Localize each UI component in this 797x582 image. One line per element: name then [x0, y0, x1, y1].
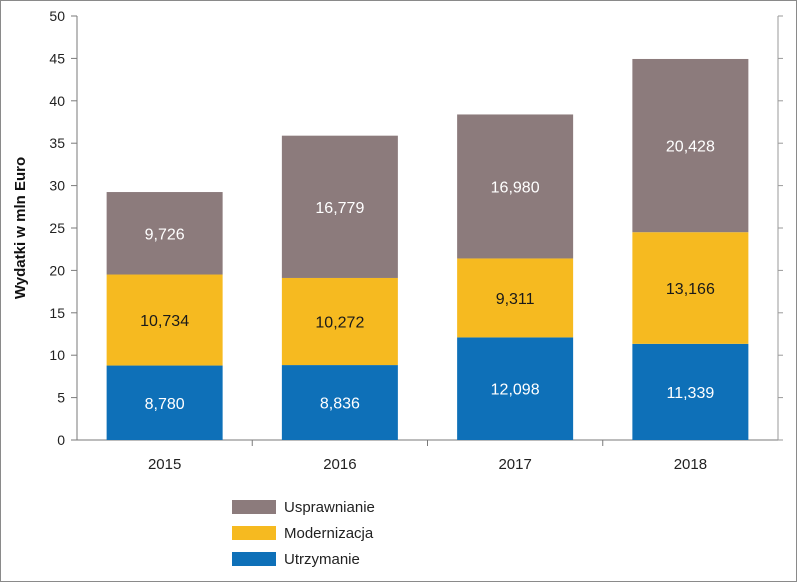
legend-label: Usprawnianie: [284, 498, 375, 516]
bar-segment-usprawnianie-2015: [106, 192, 223, 275]
data-label: 16,980: [491, 179, 540, 196]
y-tick-label: 45: [49, 50, 65, 66]
data-label: 12,098: [491, 382, 540, 399]
y-tick-label: 25: [49, 220, 65, 236]
y-tick-label: 5: [57, 390, 65, 406]
data-label: 10,734: [140, 313, 189, 330]
data-label: 9,311: [496, 291, 535, 308]
bar-segment-modernizacja-2016: [281, 277, 398, 366]
data-label: 13,166: [666, 281, 715, 298]
y-tick-label: 30: [49, 178, 65, 194]
x-tick-label: 2016: [323, 456, 356, 473]
y-axis-title: Wydatki w mln Euro: [12, 157, 29, 299]
legend-item-utrzymanie: Utrzymanie: [232, 546, 375, 572]
y-tick-label: 40: [49, 93, 65, 109]
data-label: 8,780: [145, 396, 185, 413]
legend: Usprawnianie Modernizacja Utrzymanie: [232, 494, 375, 572]
data-label: 8,836: [320, 396, 360, 413]
bar-segment-utrzymanie-2015: [106, 365, 223, 440]
bar-segment-utrzymanie-2016: [281, 365, 398, 440]
y-tick-label: 10: [49, 347, 65, 363]
data-label: 16,779: [315, 200, 364, 217]
bar-segment-usprawnianie-2016: [281, 135, 398, 278]
bar-segment-usprawnianie-2017: [457, 114, 574, 259]
x-tick-label: 2018: [674, 456, 707, 473]
legend-swatch: [232, 552, 276, 566]
legend-item-modernizacja: Modernizacja: [232, 520, 375, 546]
bar-segment-utrzymanie-2018: [632, 343, 749, 440]
legend-swatch: [232, 500, 276, 514]
data-label: 9,726: [145, 226, 185, 243]
bar-segment-modernizacja-2017: [457, 258, 574, 338]
y-tick-label: 15: [49, 305, 65, 321]
data-label: 11,339: [667, 385, 715, 402]
y-tick-label: 20: [49, 262, 65, 278]
legend-item-usprawnianie: Usprawnianie: [232, 494, 375, 520]
y-tick-label: 35: [49, 135, 65, 151]
bar-segment-usprawnianie-2018: [632, 58, 749, 233]
y-tick-label: 0: [57, 432, 65, 448]
x-tick-label: 2015: [148, 456, 181, 473]
bar-segment-modernizacja-2018: [632, 232, 749, 344]
x-tick-label: 2017: [498, 456, 531, 473]
legend-label: Utrzymanie: [284, 550, 360, 568]
data-label: 10,272: [315, 315, 364, 332]
bar-segment-modernizacja-2015: [106, 274, 223, 366]
y-tick-label: 50: [49, 8, 65, 24]
data-label: 20,428: [666, 139, 715, 156]
legend-label: Modernizacja: [284, 524, 374, 542]
bar-segment-utrzymanie-2017: [457, 337, 574, 440]
legend-swatch: [232, 526, 276, 540]
